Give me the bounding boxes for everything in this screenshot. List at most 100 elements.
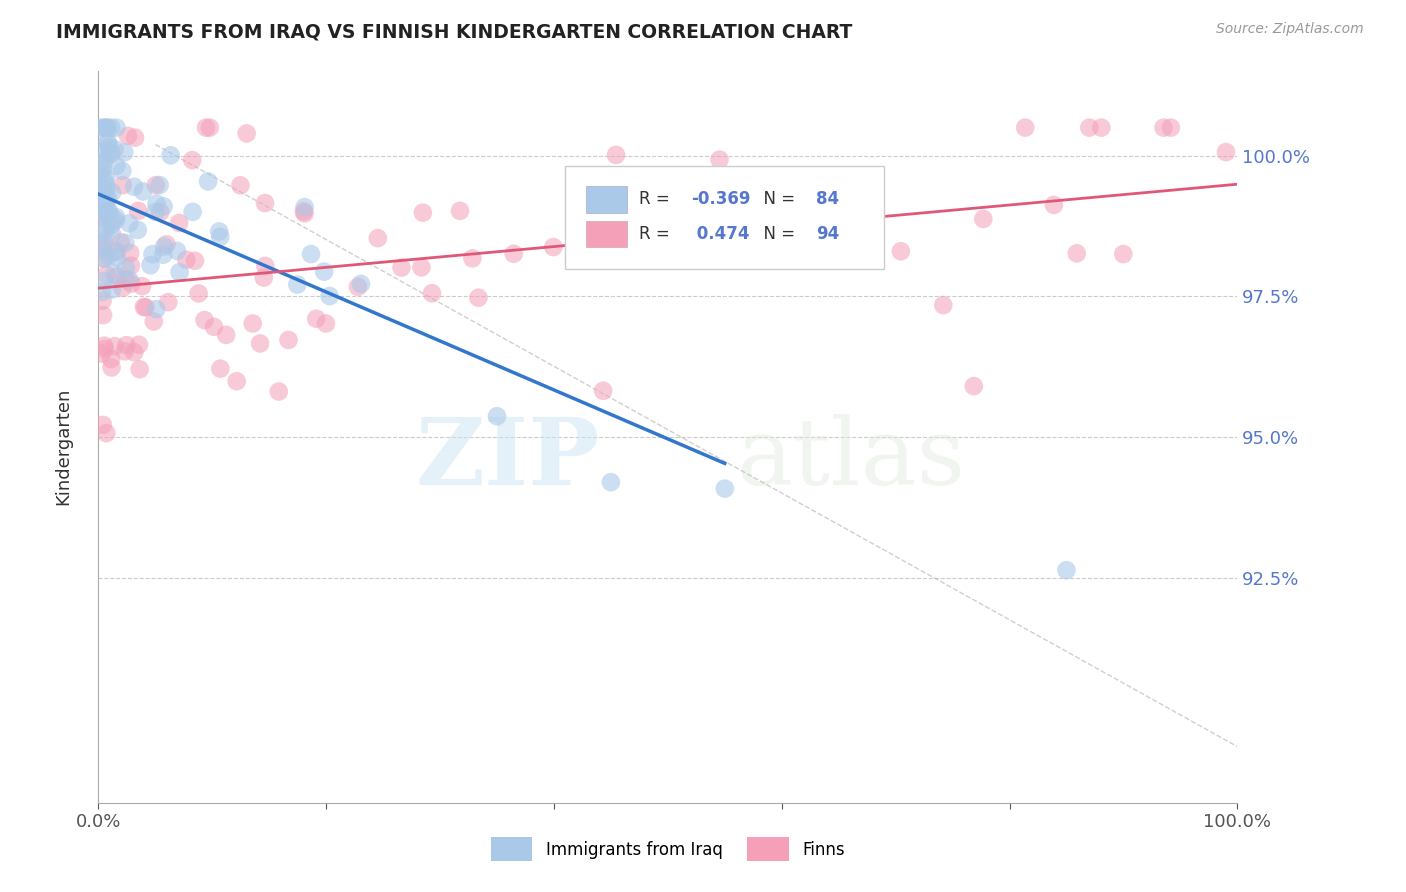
Point [127, 203, 149, 218]
Point [114, 235, 136, 250]
Point [118, 272, 141, 286]
Point [97, 140, 120, 154]
Point [575, 250, 598, 264]
Point [420, 286, 443, 301]
Point [96, 120, 118, 135]
Point [198, 120, 221, 135]
Point [93, 339, 115, 353]
Point [159, 148, 181, 162]
Point [104, 142, 127, 156]
Point [1215, 145, 1237, 160]
Point [101, 227, 124, 241]
Point [89, 183, 111, 197]
Point [93, 120, 115, 135]
Text: atlas: atlas [737, 414, 966, 504]
Point [91, 417, 114, 432]
Point [1014, 120, 1036, 135]
Point [100, 352, 122, 367]
Point [90, 182, 112, 196]
Point [215, 327, 238, 342]
Point [120, 277, 142, 291]
FancyBboxPatch shape [586, 186, 627, 212]
Point [104, 213, 127, 227]
Point [605, 148, 627, 162]
Point [94, 172, 117, 186]
Point [128, 362, 150, 376]
Point [277, 333, 299, 347]
Point [120, 259, 142, 273]
Point [149, 178, 172, 192]
Point [94, 178, 117, 193]
Point [932, 298, 955, 312]
Point [114, 272, 136, 286]
Text: Kindergarten: Kindergarten [55, 387, 72, 505]
Point [114, 344, 136, 359]
Point [167, 216, 190, 230]
Point [118, 216, 141, 230]
Point [96, 205, 118, 219]
Point [141, 247, 163, 261]
Point [111, 164, 134, 178]
Point [181, 153, 204, 168]
Point [305, 311, 328, 326]
Point [112, 145, 135, 160]
Point [101, 186, 124, 200]
Point [149, 205, 172, 219]
Point [176, 252, 198, 267]
Point [153, 239, 176, 253]
Point [209, 230, 232, 244]
Text: 0.474: 0.474 [690, 225, 749, 243]
Point [100, 218, 122, 232]
Point [89, 156, 111, 170]
Point [890, 244, 912, 259]
Point [94, 224, 117, 238]
Point [90, 120, 112, 135]
Point [97, 136, 120, 150]
Point [91, 242, 114, 256]
Point [96, 135, 118, 149]
Point [972, 211, 994, 226]
Point [100, 146, 122, 161]
Point [208, 224, 231, 238]
Point [235, 127, 257, 141]
Point [91, 161, 114, 175]
Point [467, 291, 489, 305]
Point [142, 314, 165, 328]
Text: N =: N = [754, 190, 800, 209]
Point [157, 295, 180, 310]
Point [93, 274, 115, 288]
Point [89, 166, 111, 180]
Point [449, 203, 471, 218]
Point [120, 246, 142, 260]
Point [111, 178, 134, 193]
Point [110, 235, 132, 249]
Point [1090, 120, 1112, 135]
Point [592, 384, 614, 398]
Point [184, 253, 207, 268]
Point [96, 268, 118, 282]
Point [169, 265, 191, 279]
Point [461, 252, 484, 266]
Point [89, 237, 111, 252]
Point [105, 159, 128, 173]
Point [318, 289, 340, 303]
Point [91, 308, 114, 322]
Point [124, 345, 146, 359]
Text: Source: ZipAtlas.com: Source: ZipAtlas.com [1216, 22, 1364, 37]
Point [1153, 120, 1175, 135]
Point [111, 281, 134, 295]
Point [100, 360, 122, 375]
Point [94, 192, 117, 206]
Point [347, 280, 370, 294]
Point [94, 342, 117, 356]
Point [93, 173, 115, 187]
Point [197, 174, 219, 188]
Point [187, 286, 209, 301]
Point [152, 248, 174, 262]
Point [1043, 198, 1066, 212]
Point [166, 244, 188, 258]
Point [714, 482, 737, 496]
Point [202, 319, 225, 334]
Point [127, 223, 149, 237]
Point [145, 196, 167, 211]
